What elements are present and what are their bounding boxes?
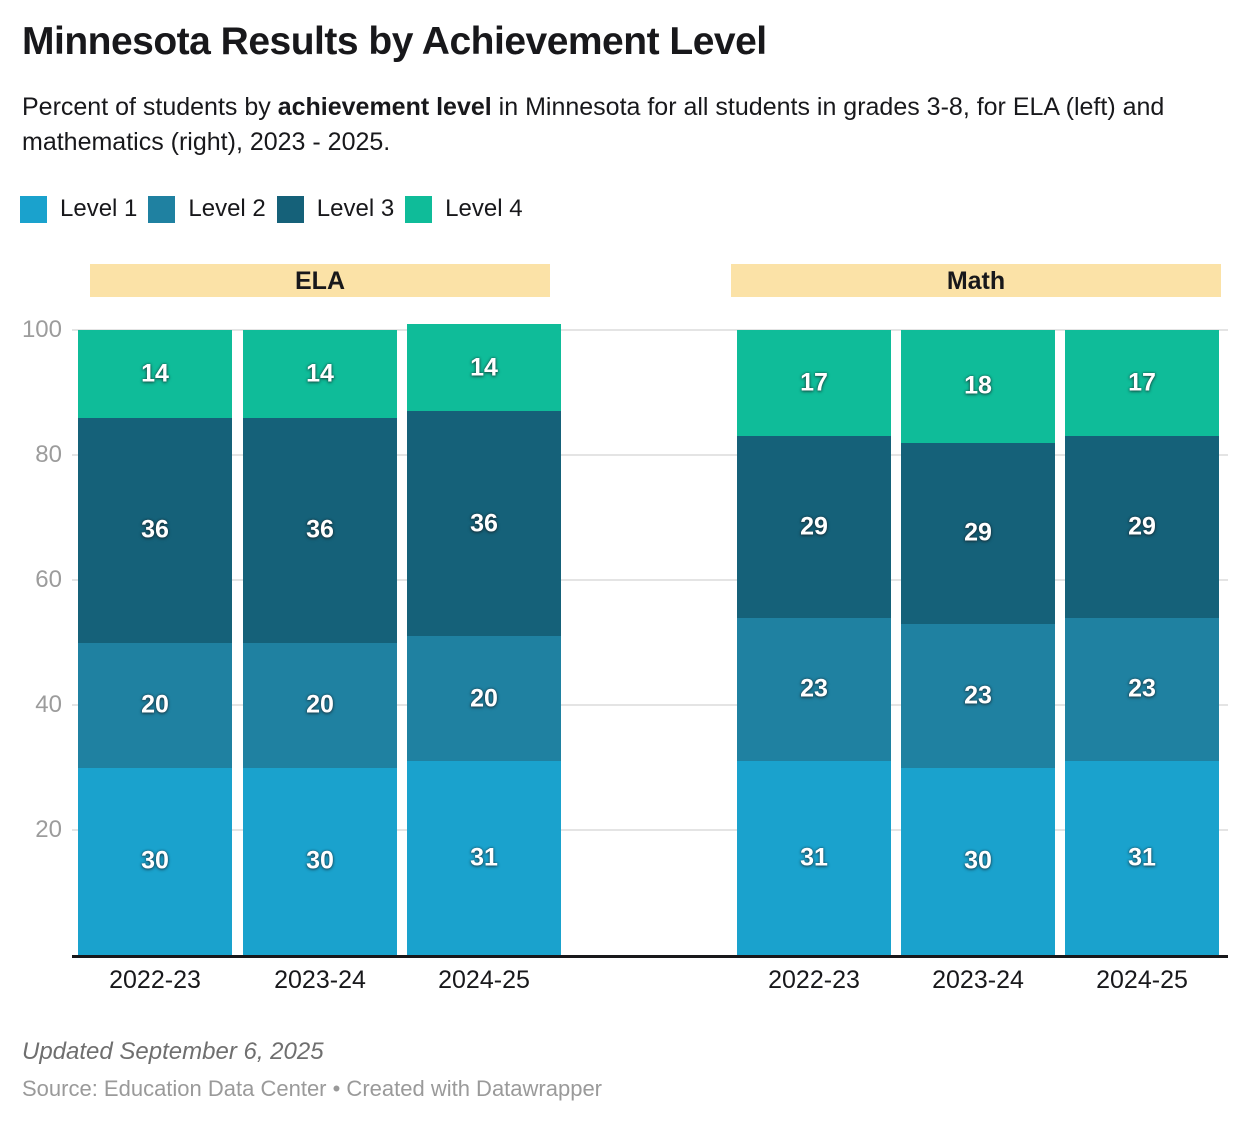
legend-label: Level 1 — [60, 195, 138, 222]
bar-value-label: 30 — [964, 846, 992, 875]
bar-segment-level-3: 36 — [78, 417, 232, 643]
bar-segment-level-2: 23 — [1065, 617, 1219, 762]
page-title: Minnesota Results by Achievement Level — [22, 20, 767, 63]
legend-label: Level 3 — [316, 195, 395, 222]
legend-label: Level 4 — [445, 195, 523, 222]
bar-value-label: 30 — [306, 846, 334, 875]
gridline — [72, 454, 1228, 456]
bar-segment-level-2: 20 — [243, 642, 397, 768]
bar-value-label: 20 — [470, 684, 498, 713]
bar-value-label: 17 — [1128, 368, 1156, 397]
bar-value-label: 30 — [141, 846, 169, 875]
panel-header-math: Math — [731, 264, 1221, 297]
bar-segment-level-2: 23 — [737, 617, 891, 762]
y-axis-tick-label: 40 — [35, 691, 62, 718]
bar-segment-level-4: 18 — [901, 330, 1055, 443]
x-axis-line — [72, 955, 1228, 958]
bar-value-label: 29 — [800, 512, 828, 541]
x-axis-category-label: 2022-23 — [768, 966, 860, 994]
y-axis-tick-label: 20 — [35, 816, 62, 843]
bar-value-label: 29 — [964, 518, 992, 547]
legend-label: Level 2 — [188, 195, 266, 222]
legend-swatch — [276, 195, 304, 223]
bar-segment-level-1: 30 — [901, 767, 1055, 955]
y-axis-tick-label: 100 — [21, 316, 62, 343]
bar-segment-level-4: 14 — [407, 323, 561, 412]
bar-segment-level-3: 29 — [737, 436, 891, 618]
bar-value-label: 31 — [1128, 843, 1156, 872]
bar-value-label: 36 — [141, 515, 169, 544]
bar-value-label: 23 — [964, 681, 992, 710]
x-axis-category-label: 2023-24 — [932, 966, 1024, 994]
bar-value-label: 36 — [306, 515, 334, 544]
legend-swatch — [405, 195, 433, 223]
bar-segment-level-4: 17 — [1065, 330, 1219, 437]
bar-segment-level-2: 20 — [407, 636, 561, 762]
legend-item: Level 4 — [405, 195, 523, 223]
bar-value-label: 23 — [1128, 674, 1156, 703]
x-axis-category-label: 2024-25 — [438, 966, 530, 994]
x-axis-category-label: 2024-25 — [1096, 966, 1188, 994]
bar-value-label: 36 — [470, 509, 498, 538]
chart-subtitle: Percent of students by achievement level… — [22, 90, 1202, 160]
bar-value-label: 14 — [470, 353, 498, 381]
bar-value-label: 29 — [1128, 512, 1156, 541]
legend-item: Level 3 — [276, 195, 395, 223]
x-axis-category-label: 2022-23 — [109, 966, 201, 994]
gridline — [72, 329, 1228, 331]
bar-segment-level-3: 36 — [407, 411, 561, 637]
bar-value-label: 14 — [141, 359, 169, 388]
bar-segment-level-1: 31 — [737, 761, 891, 955]
bar-value-label: 23 — [800, 674, 828, 703]
panel-header-ela: ELA — [90, 264, 550, 297]
bar-segment-level-4: 17 — [737, 330, 891, 437]
legend-swatch — [148, 195, 176, 223]
bar-segment-level-1: 31 — [1065, 761, 1219, 955]
gridline — [72, 829, 1228, 831]
legend-item: Level 1 — [20, 195, 137, 223]
bar-segment-level-4: 14 — [78, 330, 232, 418]
y-axis-tick-label: 80 — [35, 441, 62, 468]
bar-value-label: 14 — [306, 359, 334, 388]
bar-value-label: 31 — [800, 843, 828, 872]
updated-note: Updated September 6, 2025 — [22, 1038, 324, 1065]
x-axis-category-label: 2023-24 — [274, 966, 366, 994]
bar-value-label: 17 — [800, 368, 828, 397]
legend-item: Level 2 — [148, 195, 266, 223]
gridline — [72, 704, 1228, 706]
bar-segment-level-1: 30 — [78, 767, 232, 955]
subtitle-text-prefix: Percent of students by — [22, 93, 278, 121]
bar-segment-level-1: 31 — [407, 761, 561, 955]
bar-segment-level-4: 14 — [243, 330, 397, 418]
bar-segment-level-2: 23 — [901, 623, 1055, 768]
bar-segment-level-1: 30 — [243, 767, 397, 955]
bar-segment-level-2: 20 — [78, 642, 232, 768]
bar-segment-level-3: 29 — [1065, 436, 1219, 618]
legend: Level 1 Level 2 Level 3 Level 4 — [20, 195, 523, 223]
subtitle-text-bold: achievement level — [277, 93, 492, 121]
legend-swatch — [20, 195, 47, 223]
source-note: Source: Education Data Center • Created … — [22, 1076, 603, 1101]
gridline — [72, 579, 1228, 581]
bar-segment-level-3: 29 — [901, 442, 1055, 624]
bar-value-label: 18 — [964, 371, 992, 400]
y-axis-tick-label: 60 — [35, 566, 62, 593]
bar-value-label: 31 — [470, 843, 498, 872]
bar-segment-level-3: 36 — [243, 417, 397, 643]
bar-value-label: 20 — [306, 690, 334, 719]
subtitle-text-suffix: in Minnesota for all students in grades … — [22, 93, 1165, 156]
bar-value-label: 20 — [141, 690, 169, 719]
